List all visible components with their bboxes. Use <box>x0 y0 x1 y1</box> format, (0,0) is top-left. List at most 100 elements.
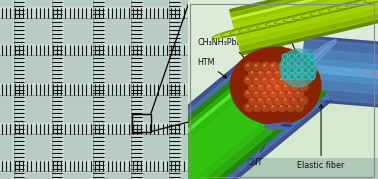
Ellipse shape <box>265 13 313 26</box>
Ellipse shape <box>251 98 253 101</box>
Ellipse shape <box>229 71 298 128</box>
Ellipse shape <box>256 68 267 78</box>
Ellipse shape <box>294 62 304 72</box>
Ellipse shape <box>187 106 256 163</box>
Ellipse shape <box>248 18 295 30</box>
Ellipse shape <box>244 89 254 99</box>
Ellipse shape <box>284 84 287 87</box>
Ellipse shape <box>153 134 222 179</box>
Ellipse shape <box>281 82 292 92</box>
Ellipse shape <box>301 5 349 18</box>
Ellipse shape <box>310 3 358 15</box>
Ellipse shape <box>276 71 278 73</box>
Ellipse shape <box>204 92 273 149</box>
Ellipse shape <box>288 78 291 80</box>
Ellipse shape <box>200 96 268 153</box>
Ellipse shape <box>265 96 275 106</box>
Ellipse shape <box>279 48 317 88</box>
Ellipse shape <box>259 47 328 104</box>
Polygon shape <box>230 0 378 55</box>
Polygon shape <box>152 39 329 179</box>
FancyBboxPatch shape <box>50 0 64 179</box>
Ellipse shape <box>276 84 278 87</box>
Ellipse shape <box>296 66 365 75</box>
Ellipse shape <box>292 84 295 87</box>
Ellipse shape <box>271 105 274 107</box>
Ellipse shape <box>301 84 303 87</box>
Ellipse shape <box>246 105 249 107</box>
Ellipse shape <box>248 68 259 78</box>
Ellipse shape <box>251 54 319 111</box>
Ellipse shape <box>277 89 288 99</box>
Ellipse shape <box>277 62 288 72</box>
Ellipse shape <box>255 91 257 94</box>
Ellipse shape <box>283 9 331 22</box>
FancyBboxPatch shape <box>12 0 26 179</box>
FancyBboxPatch shape <box>0 6 190 19</box>
Ellipse shape <box>296 64 299 67</box>
Ellipse shape <box>294 75 304 85</box>
Ellipse shape <box>212 26 260 38</box>
Ellipse shape <box>212 85 281 142</box>
Ellipse shape <box>296 91 299 94</box>
Ellipse shape <box>271 91 274 94</box>
Ellipse shape <box>183 110 251 167</box>
Ellipse shape <box>269 62 279 72</box>
Polygon shape <box>299 36 378 107</box>
Ellipse shape <box>309 67 377 76</box>
Ellipse shape <box>149 138 217 179</box>
Ellipse shape <box>333 69 378 78</box>
Ellipse shape <box>349 70 378 79</box>
Ellipse shape <box>288 105 291 107</box>
Ellipse shape <box>321 68 378 77</box>
Ellipse shape <box>246 78 249 80</box>
Ellipse shape <box>271 64 274 67</box>
Ellipse shape <box>259 84 262 87</box>
Text: CH₃NH₃PbI₃₋xClx: CH₃NH₃PbI₃₋xClx <box>198 38 265 69</box>
Ellipse shape <box>298 96 308 106</box>
Ellipse shape <box>255 64 257 67</box>
Ellipse shape <box>157 131 226 179</box>
Ellipse shape <box>325 68 378 77</box>
Polygon shape <box>149 36 332 179</box>
Ellipse shape <box>271 78 274 80</box>
Ellipse shape <box>285 62 296 72</box>
Ellipse shape <box>285 89 296 99</box>
Ellipse shape <box>269 75 279 85</box>
Ellipse shape <box>260 62 271 72</box>
Ellipse shape <box>280 91 282 94</box>
Ellipse shape <box>217 82 285 139</box>
Ellipse shape <box>290 96 300 106</box>
Ellipse shape <box>280 64 348 74</box>
Ellipse shape <box>263 105 266 107</box>
Ellipse shape <box>174 117 243 174</box>
Ellipse shape <box>263 78 266 80</box>
Ellipse shape <box>244 102 254 112</box>
Ellipse shape <box>246 57 315 114</box>
Polygon shape <box>158 45 323 179</box>
Text: CNT: CNT <box>246 130 273 166</box>
Ellipse shape <box>244 75 254 85</box>
Ellipse shape <box>298 68 308 78</box>
Ellipse shape <box>256 82 267 92</box>
Ellipse shape <box>170 120 239 178</box>
Text: TiO₂ nanotubes: TiO₂ nanotubes <box>253 18 314 54</box>
Ellipse shape <box>274 11 322 24</box>
Ellipse shape <box>280 105 282 107</box>
Ellipse shape <box>293 66 361 75</box>
Text: Elastic fiber: Elastic fiber <box>297 104 345 170</box>
Ellipse shape <box>281 68 292 78</box>
Ellipse shape <box>276 98 278 101</box>
Ellipse shape <box>260 102 271 112</box>
Ellipse shape <box>292 98 295 101</box>
Ellipse shape <box>288 64 291 67</box>
FancyBboxPatch shape <box>168 0 181 179</box>
Ellipse shape <box>337 0 378 9</box>
Ellipse shape <box>267 98 270 101</box>
Polygon shape <box>158 46 322 179</box>
Ellipse shape <box>301 98 303 101</box>
Ellipse shape <box>255 78 257 80</box>
Ellipse shape <box>263 43 332 100</box>
Ellipse shape <box>353 71 378 80</box>
Ellipse shape <box>221 78 290 135</box>
